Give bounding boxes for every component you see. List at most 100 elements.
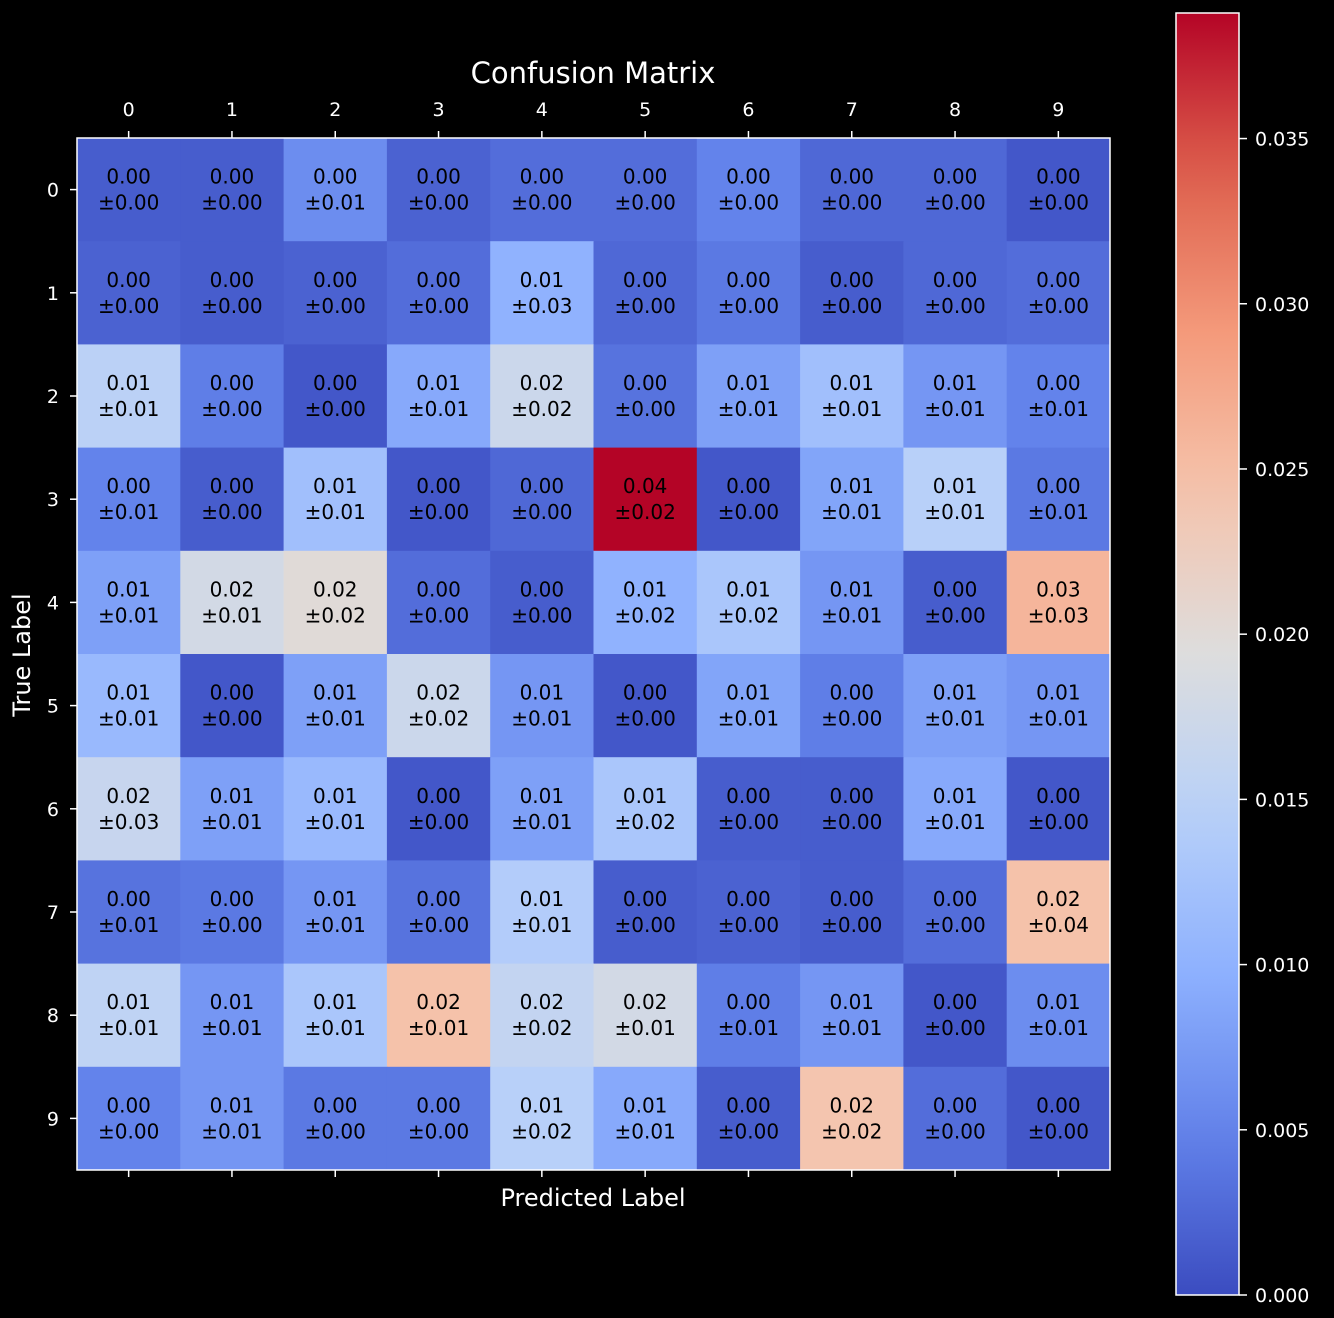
cell-std-label: ±0.01	[924, 707, 985, 731]
heatmap-cell	[1006, 550, 1111, 655]
heatmap-cell	[1006, 1066, 1111, 1171]
cell-mean-label: 0.00	[623, 681, 668, 705]
cell-mean-label: 0.01	[933, 371, 978, 395]
cell-std-label: ±0.01	[821, 603, 882, 627]
y-tick-label: 1	[47, 283, 59, 305]
cell-mean-label: 0.00	[1036, 474, 1081, 498]
cell-mean-label: 0.00	[726, 165, 771, 189]
cell-std-label: ±0.01	[718, 1016, 779, 1040]
cell-std-label: ±0.01	[1028, 397, 1089, 421]
cell-mean-label: 0.01	[623, 784, 668, 808]
cell-mean-label: 0.01	[210, 990, 255, 1014]
cell-std-label: ±0.01	[821, 500, 882, 524]
cell-mean-label: 0.00	[933, 1093, 978, 1117]
heatmap-cell	[77, 344, 181, 449]
cell-std-label: ±0.02	[511, 397, 572, 421]
y-tick-label: 5	[47, 696, 59, 718]
heatmap-cell	[593, 241, 698, 345]
cell-std-label: ±0.02	[408, 707, 469, 731]
colorbar-tick-label: 0.020	[1255, 624, 1309, 646]
cell-mean-label: 0.02	[829, 1093, 874, 1117]
heatmap-cell	[180, 344, 285, 449]
cell-std-label: ±0.00	[201, 913, 262, 937]
x-tick-label: 9	[1052, 99, 1064, 121]
cell-mean-label: 0.01	[106, 681, 151, 705]
cell-std-label: ±0.03	[98, 810, 159, 834]
heatmap-cell	[903, 860, 1008, 965]
cell-mean-label: 0.00	[416, 165, 461, 189]
cell-mean-label: 0.01	[106, 990, 151, 1014]
cell-std-label: ±0.00	[201, 294, 262, 318]
heatmap-cell	[386, 1066, 491, 1171]
cell-std-label: ±0.00	[98, 294, 159, 318]
cell-std-label: ±0.02	[615, 500, 676, 524]
cell-mean-label: 0.01	[313, 784, 358, 808]
heatmap-cell	[1006, 447, 1111, 552]
cell-std-label: ±0.01	[511, 913, 572, 937]
heatmap-cell	[283, 550, 388, 655]
cell-mean-label: 0.00	[1036, 1093, 1081, 1117]
cell-std-label: ±0.00	[718, 913, 779, 937]
heatmap-cell	[696, 241, 801, 345]
heatmap-cell	[77, 963, 181, 1068]
cell-std-label: ±0.00	[305, 1119, 366, 1143]
heatmap-cell	[283, 963, 388, 1068]
cell-mean-label: 0.01	[520, 1093, 565, 1117]
heatmap-cell	[180, 963, 285, 1068]
cell-mean-label: 0.04	[623, 474, 668, 498]
cell-std-label: ±0.00	[201, 397, 262, 421]
cell-mean-label: 0.01	[313, 990, 358, 1014]
y-tick-label: 4	[47, 592, 59, 614]
heatmap-cell	[77, 447, 181, 552]
cell-mean-label: 0.00	[106, 474, 151, 498]
heatmap-cell	[696, 344, 801, 449]
cell-std-label: ±0.00	[821, 191, 882, 215]
cell-std-label: ±0.01	[615, 1016, 676, 1040]
cell-mean-label: 0.00	[1036, 784, 1081, 808]
cell-mean-label: 0.02	[416, 681, 461, 705]
cell-std-label: ±0.00	[305, 397, 366, 421]
heatmap-cell	[800, 757, 904, 861]
colorbar-tick-label: 0.030	[1255, 294, 1309, 316]
cell-std-label: ±0.00	[924, 603, 985, 627]
cell-mean-label: 0.00	[726, 990, 771, 1014]
cell-mean-label: 0.00	[623, 165, 668, 189]
heatmap-cell	[800, 550, 904, 655]
cell-mean-label: 0.02	[313, 577, 358, 601]
cell-std-label: ±0.00	[98, 1119, 159, 1143]
cell-mean-label: 0.01	[210, 1093, 255, 1117]
cell-std-label: ±0.00	[408, 603, 469, 627]
cell-mean-label: 0.00	[726, 784, 771, 808]
heatmap-cell	[800, 963, 904, 1068]
heatmap-cell	[386, 447, 491, 552]
cell-mean-label: 0.01	[829, 371, 874, 395]
cell-std-label: ±0.00	[201, 707, 262, 731]
cell-std-label: ±0.00	[924, 913, 985, 937]
cell-mean-label: 0.00	[829, 165, 874, 189]
cell-std-label: ±0.00	[615, 294, 676, 318]
cell-mean-label: 0.00	[210, 165, 255, 189]
cell-std-label: ±0.00	[718, 500, 779, 524]
heatmap-cell	[696, 447, 801, 552]
x-tick-label: 5	[639, 99, 651, 121]
heatmap-cell	[1006, 963, 1111, 1068]
cell-mean-label: 0.00	[623, 887, 668, 911]
heatmap-cell	[696, 963, 801, 1068]
cell-mean-label: 0.01	[520, 784, 565, 808]
heatmap-cell	[903, 447, 1008, 552]
heatmap-cell	[696, 757, 801, 861]
heatmap-cell	[386, 241, 491, 345]
heatmap-cell	[800, 344, 904, 449]
cell-std-label: ±0.00	[924, 294, 985, 318]
heatmap-cell	[490, 757, 594, 861]
cell-std-label: ±0.00	[305, 294, 366, 318]
cell-std-label: ±0.01	[1028, 500, 1089, 524]
cell-std-label: ±0.01	[201, 1016, 262, 1040]
heatmap-cell	[903, 550, 1008, 655]
heatmap-cell	[386, 654, 491, 758]
colorbar-tick-label: 0.015	[1255, 789, 1309, 811]
cell-std-label: ±0.00	[821, 707, 882, 731]
heatmap-cell	[490, 344, 594, 449]
y-tick-label: 3	[47, 489, 59, 511]
cell-mean-label: 0.00	[416, 1093, 461, 1117]
